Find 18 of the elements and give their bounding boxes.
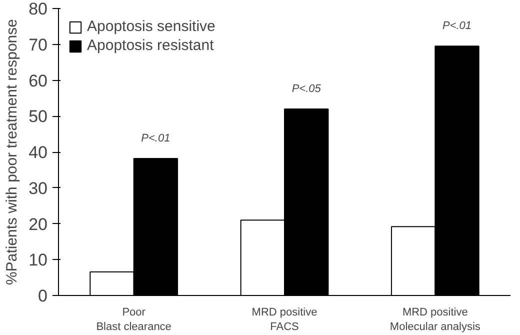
legend-label: Apoptosis resistant	[87, 37, 214, 54]
annotation: P<.01	[141, 132, 170, 144]
legend-label: Apoptosis sensitive	[87, 18, 216, 35]
annotation: P<.01	[442, 20, 472, 32]
x-tick-label: Poor Blast clearance	[96, 306, 172, 333]
x-tick-label: MRD positive FACS	[252, 306, 318, 333]
y-tick-label: 20	[28, 214, 48, 234]
annotation: P<.05	[292, 82, 322, 95]
y-tick-label: 80	[28, 0, 48, 18]
y-tick-label: 40	[28, 143, 48, 162]
y-tick-label: 30	[28, 178, 48, 198]
y-tick-label: 50	[28, 107, 48, 126]
y-tick-label: 70	[28, 35, 48, 54]
y-axis-title: %Patients with poor treatment response	[4, 19, 21, 285]
y-tick-label: 10	[28, 250, 48, 270]
y-tick-label: 60	[28, 71, 48, 90]
x-tick-label: MRD positive Molecular analysis	[390, 306, 481, 333]
y-tick-label: 0	[38, 286, 48, 306]
